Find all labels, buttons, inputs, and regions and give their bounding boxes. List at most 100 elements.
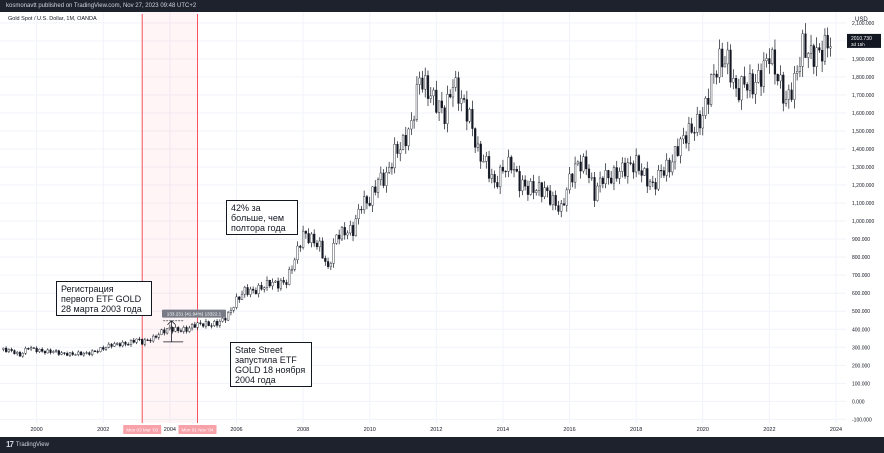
- candle-body: [757, 70, 760, 83]
- candle-body: [190, 324, 194, 329]
- candle-body: [49, 349, 52, 353]
- candle-body: [501, 166, 505, 172]
- candle-body: [88, 352, 91, 355]
- candle-body: [204, 321, 208, 327]
- candle-body: [440, 100, 443, 108]
- x-tick-label: 2006: [230, 427, 242, 433]
- candles: [2, 23, 832, 358]
- y-tick-label: 400.000: [852, 327, 870, 333]
- candle-body: [665, 159, 668, 176]
- candle-body: [349, 225, 352, 234]
- candle-body: [43, 351, 47, 354]
- candle-body: [643, 168, 646, 176]
- candle-body: [554, 195, 557, 206]
- candle-body: [368, 202, 371, 206]
- candle-body: [587, 168, 591, 178]
- candle-body: [748, 73, 752, 91]
- x-axis: 2000 2002 2004 2006 2008 2010 2012 2014 2016 2018…: [31, 425, 842, 434]
- candle-body: [479, 143, 482, 162]
- candle-body: [157, 334, 160, 338]
- candle-body: [793, 73, 796, 100]
- candle-body: [571, 173, 574, 183]
- symbol-title: Gold Spot / U.S. Dollar, 1M, OANDA: [8, 16, 97, 22]
- candle-body: [712, 73, 715, 76]
- x-tick-label: 2024: [830, 427, 842, 433]
- candle-body: [121, 341, 124, 347]
- candle-body: [24, 348, 27, 354]
- candle-body: [562, 203, 566, 206]
- candle-body: [290, 269, 294, 271]
- candle-body: [610, 177, 613, 184]
- candle-body: [737, 88, 740, 101]
- y-tick-label: 600.000: [852, 291, 870, 297]
- candle-body: [499, 166, 502, 188]
- price-chart[interactable]: 133.231 (41.94%) 13322.1 2,100.0002,000.…: [0, 0, 884, 437]
- candle-body: [52, 351, 55, 353]
- candle-body: [77, 351, 80, 355]
- candle-body: [773, 49, 777, 75]
- candle-body: [74, 354, 77, 356]
- candle-body: [462, 98, 466, 100]
- candle-body: [546, 187, 549, 192]
- candle-body: [537, 182, 541, 191]
- candle-body: [299, 245, 302, 248]
- candle-body: [202, 323, 205, 327]
- candle-body: [85, 352, 88, 354]
- candle-body: [779, 74, 782, 82]
- candle-body: [346, 232, 349, 236]
- x-tick-label: 2016: [563, 427, 575, 433]
- candle-body: [149, 339, 152, 342]
- candle-body: [152, 335, 155, 342]
- candle-body: [293, 259, 296, 270]
- candle-body: [232, 307, 235, 311]
- candle-body: [809, 45, 813, 54]
- candle-body: [107, 343, 110, 348]
- candle-body: [285, 282, 288, 285]
- candle-body: [371, 186, 374, 206]
- candle-body: [143, 339, 146, 345]
- candle-body: [196, 322, 199, 328]
- candle-body: [543, 187, 546, 197]
- candle-body: [460, 98, 463, 104]
- note-line: 42% за: [231, 203, 261, 213]
- candle-body: [382, 172, 385, 186]
- candle-body: [482, 161, 485, 163]
- candle-body: [829, 46, 832, 49]
- candle-body: [815, 47, 818, 67]
- candle-body: [621, 162, 624, 172]
- candle-body: [632, 163, 635, 173]
- candle-body: [165, 328, 169, 334]
- tradingview-brand[interactable]: 17 TradingView: [6, 437, 49, 453]
- candle-body: [679, 138, 682, 156]
- candle-body: [418, 77, 421, 85]
- candle-body: [657, 170, 660, 190]
- candle-body: [512, 169, 516, 171]
- candle-body: [660, 170, 663, 172]
- candle-body: [457, 77, 460, 104]
- candle-body: [740, 76, 743, 101]
- candle-body: [637, 155, 641, 171]
- candle-body: [579, 161, 582, 172]
- candle-body: [374, 186, 377, 193]
- x-tick-label: 2022: [763, 427, 775, 433]
- candle-body: [726, 49, 729, 65]
- candle-body: [426, 75, 430, 99]
- candle-body: [565, 189, 568, 206]
- candle-body: [443, 107, 446, 124]
- candle-body: [376, 179, 380, 193]
- candle-body: [257, 285, 260, 294]
- candle-body: [141, 339, 144, 345]
- candle-body: [698, 114, 702, 129]
- candle-body: [324, 258, 327, 262]
- candle-body: [629, 162, 632, 164]
- candle-body: [732, 78, 735, 83]
- candle-body: [607, 170, 610, 179]
- candle-body: [16, 352, 19, 355]
- candle-body: [421, 77, 424, 90]
- candle-body: [66, 353, 69, 356]
- candle-body: [213, 321, 216, 326]
- candle-body: [357, 208, 360, 220]
- candle-body: [821, 49, 824, 62]
- y-tick-label: 200.000: [852, 363, 870, 369]
- y-tick-label: 1,800.000: [852, 75, 874, 81]
